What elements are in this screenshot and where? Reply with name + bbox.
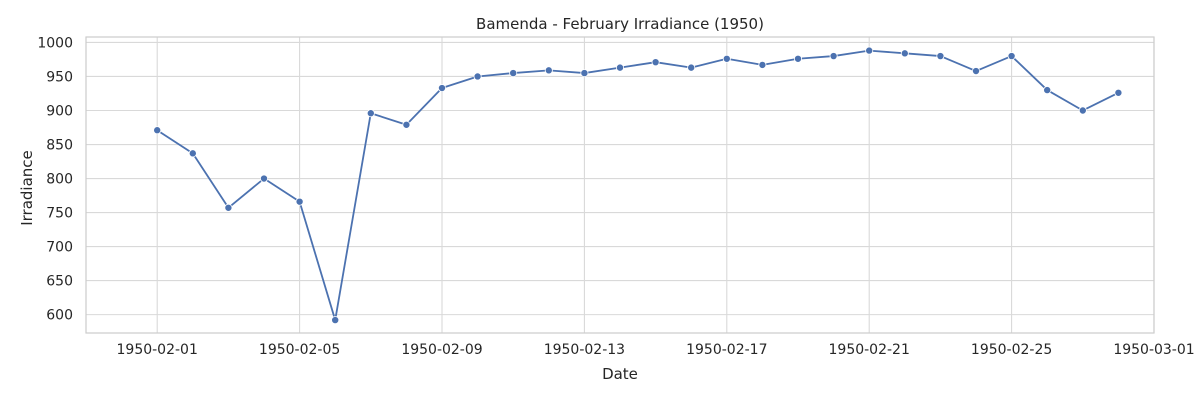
data-point	[1078, 106, 1087, 115]
data-point	[580, 69, 589, 78]
data-point	[1007, 52, 1016, 61]
data-point	[259, 174, 268, 183]
x-tick-label: 1950-02-25	[971, 342, 1052, 358]
data-point	[224, 203, 233, 212]
x-tick-label: 1950-02-05	[259, 342, 340, 358]
y-tick-label: 700	[46, 240, 73, 256]
data-point	[651, 58, 660, 67]
data-point	[188, 149, 197, 158]
data-point	[295, 197, 304, 206]
data-point	[437, 84, 446, 93]
data-point	[900, 49, 909, 58]
x-tick-label: 1950-02-09	[401, 342, 482, 358]
data-point	[1043, 86, 1052, 95]
data-point	[936, 52, 945, 61]
data-point	[509, 69, 518, 78]
y-tick-label: 1000	[37, 35, 73, 51]
data-point	[366, 109, 375, 118]
data-point	[972, 67, 981, 76]
y-tick-label: 750	[46, 206, 73, 222]
x-tick-label: 1950-02-13	[544, 342, 625, 358]
y-tick-label: 850	[46, 138, 73, 154]
y-tick-label: 950	[46, 69, 73, 85]
data-point	[473, 72, 482, 81]
data-point	[829, 52, 838, 61]
y-axis-label: Irradiance	[18, 150, 36, 226]
x-tick-label: 1950-02-21	[829, 342, 910, 358]
y-tick-label: 900	[46, 103, 73, 119]
data-point	[794, 54, 803, 63]
data-point	[865, 46, 874, 55]
chart-title: Bamenda - February Irradiance (1950)	[476, 15, 764, 33]
plot-area-frame	[85, 36, 1155, 334]
series-line	[156, 49, 1119, 321]
data-point	[1114, 88, 1123, 97]
data-point	[331, 316, 340, 325]
y-tick-label: 800	[46, 172, 73, 188]
data-point	[687, 63, 696, 72]
data-point	[402, 120, 411, 129]
data-point	[544, 66, 553, 75]
y-tick-label: 650	[46, 274, 73, 290]
data-point	[758, 60, 767, 69]
data-point	[616, 63, 625, 72]
data-point	[722, 54, 731, 63]
data-point	[153, 126, 162, 135]
x-tick-label: 1950-03-01	[1113, 342, 1194, 358]
x-axis-label: Date	[602, 365, 638, 383]
x-tick-label: 1950-02-17	[686, 342, 767, 358]
x-tick-label: 1950-02-01	[117, 342, 198, 358]
y-tick-label: 600	[46, 308, 73, 324]
